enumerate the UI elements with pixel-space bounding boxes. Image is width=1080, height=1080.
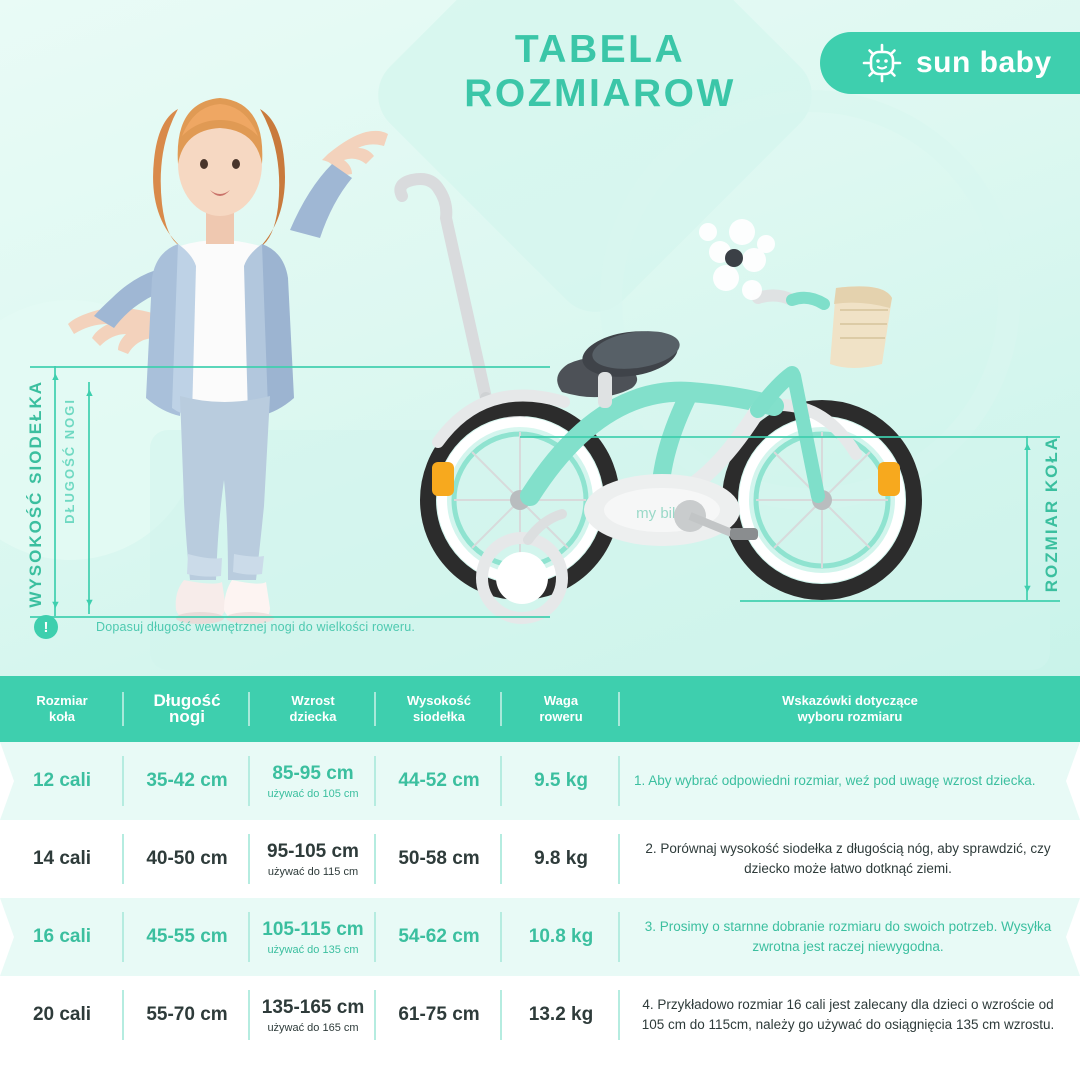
column-divider: [248, 990, 250, 1040]
cell-seat-height: 54-62 cm: [376, 898, 502, 976]
cell-wheel-size: 20 cali: [0, 976, 124, 1054]
cell-tip: 3. Prosimy o starnne dobranie rozmiaru d…: [644, 919, 1052, 954]
cell-leg-length: 35-42 cm: [124, 742, 250, 820]
table-header-leg-length: Długość nogi: [124, 676, 250, 742]
table-header-seat-height: Wysokość siodełka: [376, 676, 502, 742]
column-divider: [122, 756, 124, 806]
table-header-bike-weight: Waga roweru: [502, 676, 620, 742]
column-divider: [374, 912, 376, 962]
column-divider: [500, 990, 502, 1040]
cell-tip: 1. Aby wybrać odpowiedni rozmiar, weź po…: [634, 773, 1036, 788]
label-leg-length: DŁUGOŚĆ NOGI: [62, 398, 77, 524]
column-divider: [122, 912, 124, 962]
arrow-up-icon: ▲: [50, 371, 61, 383]
hero-note-text: Dopasuj długość wewnętrznej nogi do wiel…: [96, 620, 416, 634]
table-header-tips: Wskazówki dotyczące wyboru rozmiaru: [782, 693, 918, 724]
table-row: 12 cali 35-42 cm 85-95 cm używać do 105 …: [0, 742, 1080, 820]
guide-line-wheel-bottom: [740, 600, 1060, 602]
brand-name: sun baby: [916, 46, 1052, 79]
label-wheel-size: ROZMIAR KOŁA: [1042, 436, 1061, 593]
column-divider: [618, 692, 620, 726]
arrow-down-icon: ▼: [50, 599, 61, 611]
guide-line-wheel-vertical: [1026, 436, 1028, 600]
cell-leg-length: 40-50 cm: [124, 820, 250, 898]
page-title: TABELA ROZMIAROW: [390, 28, 810, 116]
page-title-line1: TABELA: [514, 28, 686, 71]
column-divider: [248, 834, 250, 884]
arrow-up-icon-wheel: ▲: [1022, 441, 1033, 453]
table-row: 20 cali 55-70 cm 135-165 cm używać do 16…: [0, 976, 1080, 1054]
sun-icon: [862, 43, 902, 83]
column-divider: [122, 990, 124, 1040]
cell-child-height: 105-115 cm używać do 135 cm: [250, 898, 376, 976]
column-divider: [500, 912, 502, 962]
column-divider: [374, 990, 376, 1040]
column-divider: [618, 756, 620, 806]
column-divider: [500, 834, 502, 884]
exclamation-icon: !: [34, 615, 58, 639]
bike-illustration: my bike: [394, 173, 922, 624]
cell-tip: 4. Przykładowo rozmiar 16 cali jest zale…: [641, 997, 1055, 1032]
column-divider: [248, 912, 250, 962]
cell-child-height: 95-105 cm używać do 115 cm: [250, 820, 376, 898]
cell-tip: 2. Porównaj wysokość siodełka z długości…: [645, 841, 1051, 876]
table-row: 16 cali 45-55 cm 105-115 cm używać do 13…: [0, 898, 1080, 976]
column-divider: [122, 692, 124, 726]
cell-wheel-size: 12 cali: [0, 742, 124, 820]
column-divider: [248, 692, 250, 726]
column-divider: [122, 834, 124, 884]
cell-bike-weight: 10.8 kg: [502, 898, 620, 976]
cell-wheel-size: 16 cali: [0, 898, 124, 976]
brand-badge: sun baby: [820, 32, 1080, 94]
hero-note: ! Dopasuj długość wewnętrznej nogi do wi…: [34, 615, 415, 639]
guide-line-ground: [30, 616, 550, 618]
cell-seat-height: 61-75 cm: [376, 976, 502, 1054]
label-seat-height: WYSOKOŚĆ SIODEŁKA: [26, 380, 45, 608]
guide-line-leg-vertical: [88, 382, 90, 614]
table-header-row: Rozmiar koła Długość nogi Wzrost dziecka…: [0, 676, 1080, 742]
cell-leg-length: 45-55 cm: [124, 898, 250, 976]
size-table: Rozmiar koła Długość nogi Wzrost dziecka…: [0, 676, 1080, 1080]
column-divider: [374, 692, 376, 726]
guide-line-seat-top: [30, 366, 550, 368]
arrow-up-icon-leg: ▲: [84, 387, 95, 399]
cell-bike-weight: 9.8 kg: [502, 820, 620, 898]
arrow-down-icon-wheel: ▼: [1022, 583, 1033, 595]
girl-photo: [68, 98, 388, 624]
cell-bike-weight: 9.5 kg: [502, 742, 620, 820]
guide-line-wheel-top: [520, 436, 1060, 438]
cell-seat-height: 50-58 cm: [376, 820, 502, 898]
column-divider: [500, 692, 502, 726]
page-title-line2: ROZMIAROW: [464, 72, 736, 115]
table-header-child-height: Wzrost dziecka: [250, 676, 376, 742]
column-divider: [618, 834, 620, 884]
cell-child-height: 135-165 cm używać do 165 cm: [250, 976, 376, 1054]
column-divider: [248, 756, 250, 806]
table-header-wheel-size: Rozmiar koła: [0, 676, 124, 742]
cell-bike-weight: 13.2 kg: [502, 976, 620, 1054]
column-divider: [374, 756, 376, 806]
table-row: 14 cali 40-50 cm 95-105 cm używać do 115…: [0, 820, 1080, 898]
hero-banner: my bike: [0, 0, 1080, 676]
cell-child-height: 85-95 cm używać do 105 cm: [250, 742, 376, 820]
cell-wheel-size: 14 cali: [0, 820, 124, 898]
guide-line-seat-vertical: [54, 366, 56, 616]
column-divider: [618, 990, 620, 1040]
column-divider: [374, 834, 376, 884]
column-divider: [500, 756, 502, 806]
cell-seat-height: 44-52 cm: [376, 742, 502, 820]
arrow-down-icon-leg: ▼: [84, 597, 95, 609]
column-divider: [618, 912, 620, 962]
cell-leg-length: 55-70 cm: [124, 976, 250, 1054]
